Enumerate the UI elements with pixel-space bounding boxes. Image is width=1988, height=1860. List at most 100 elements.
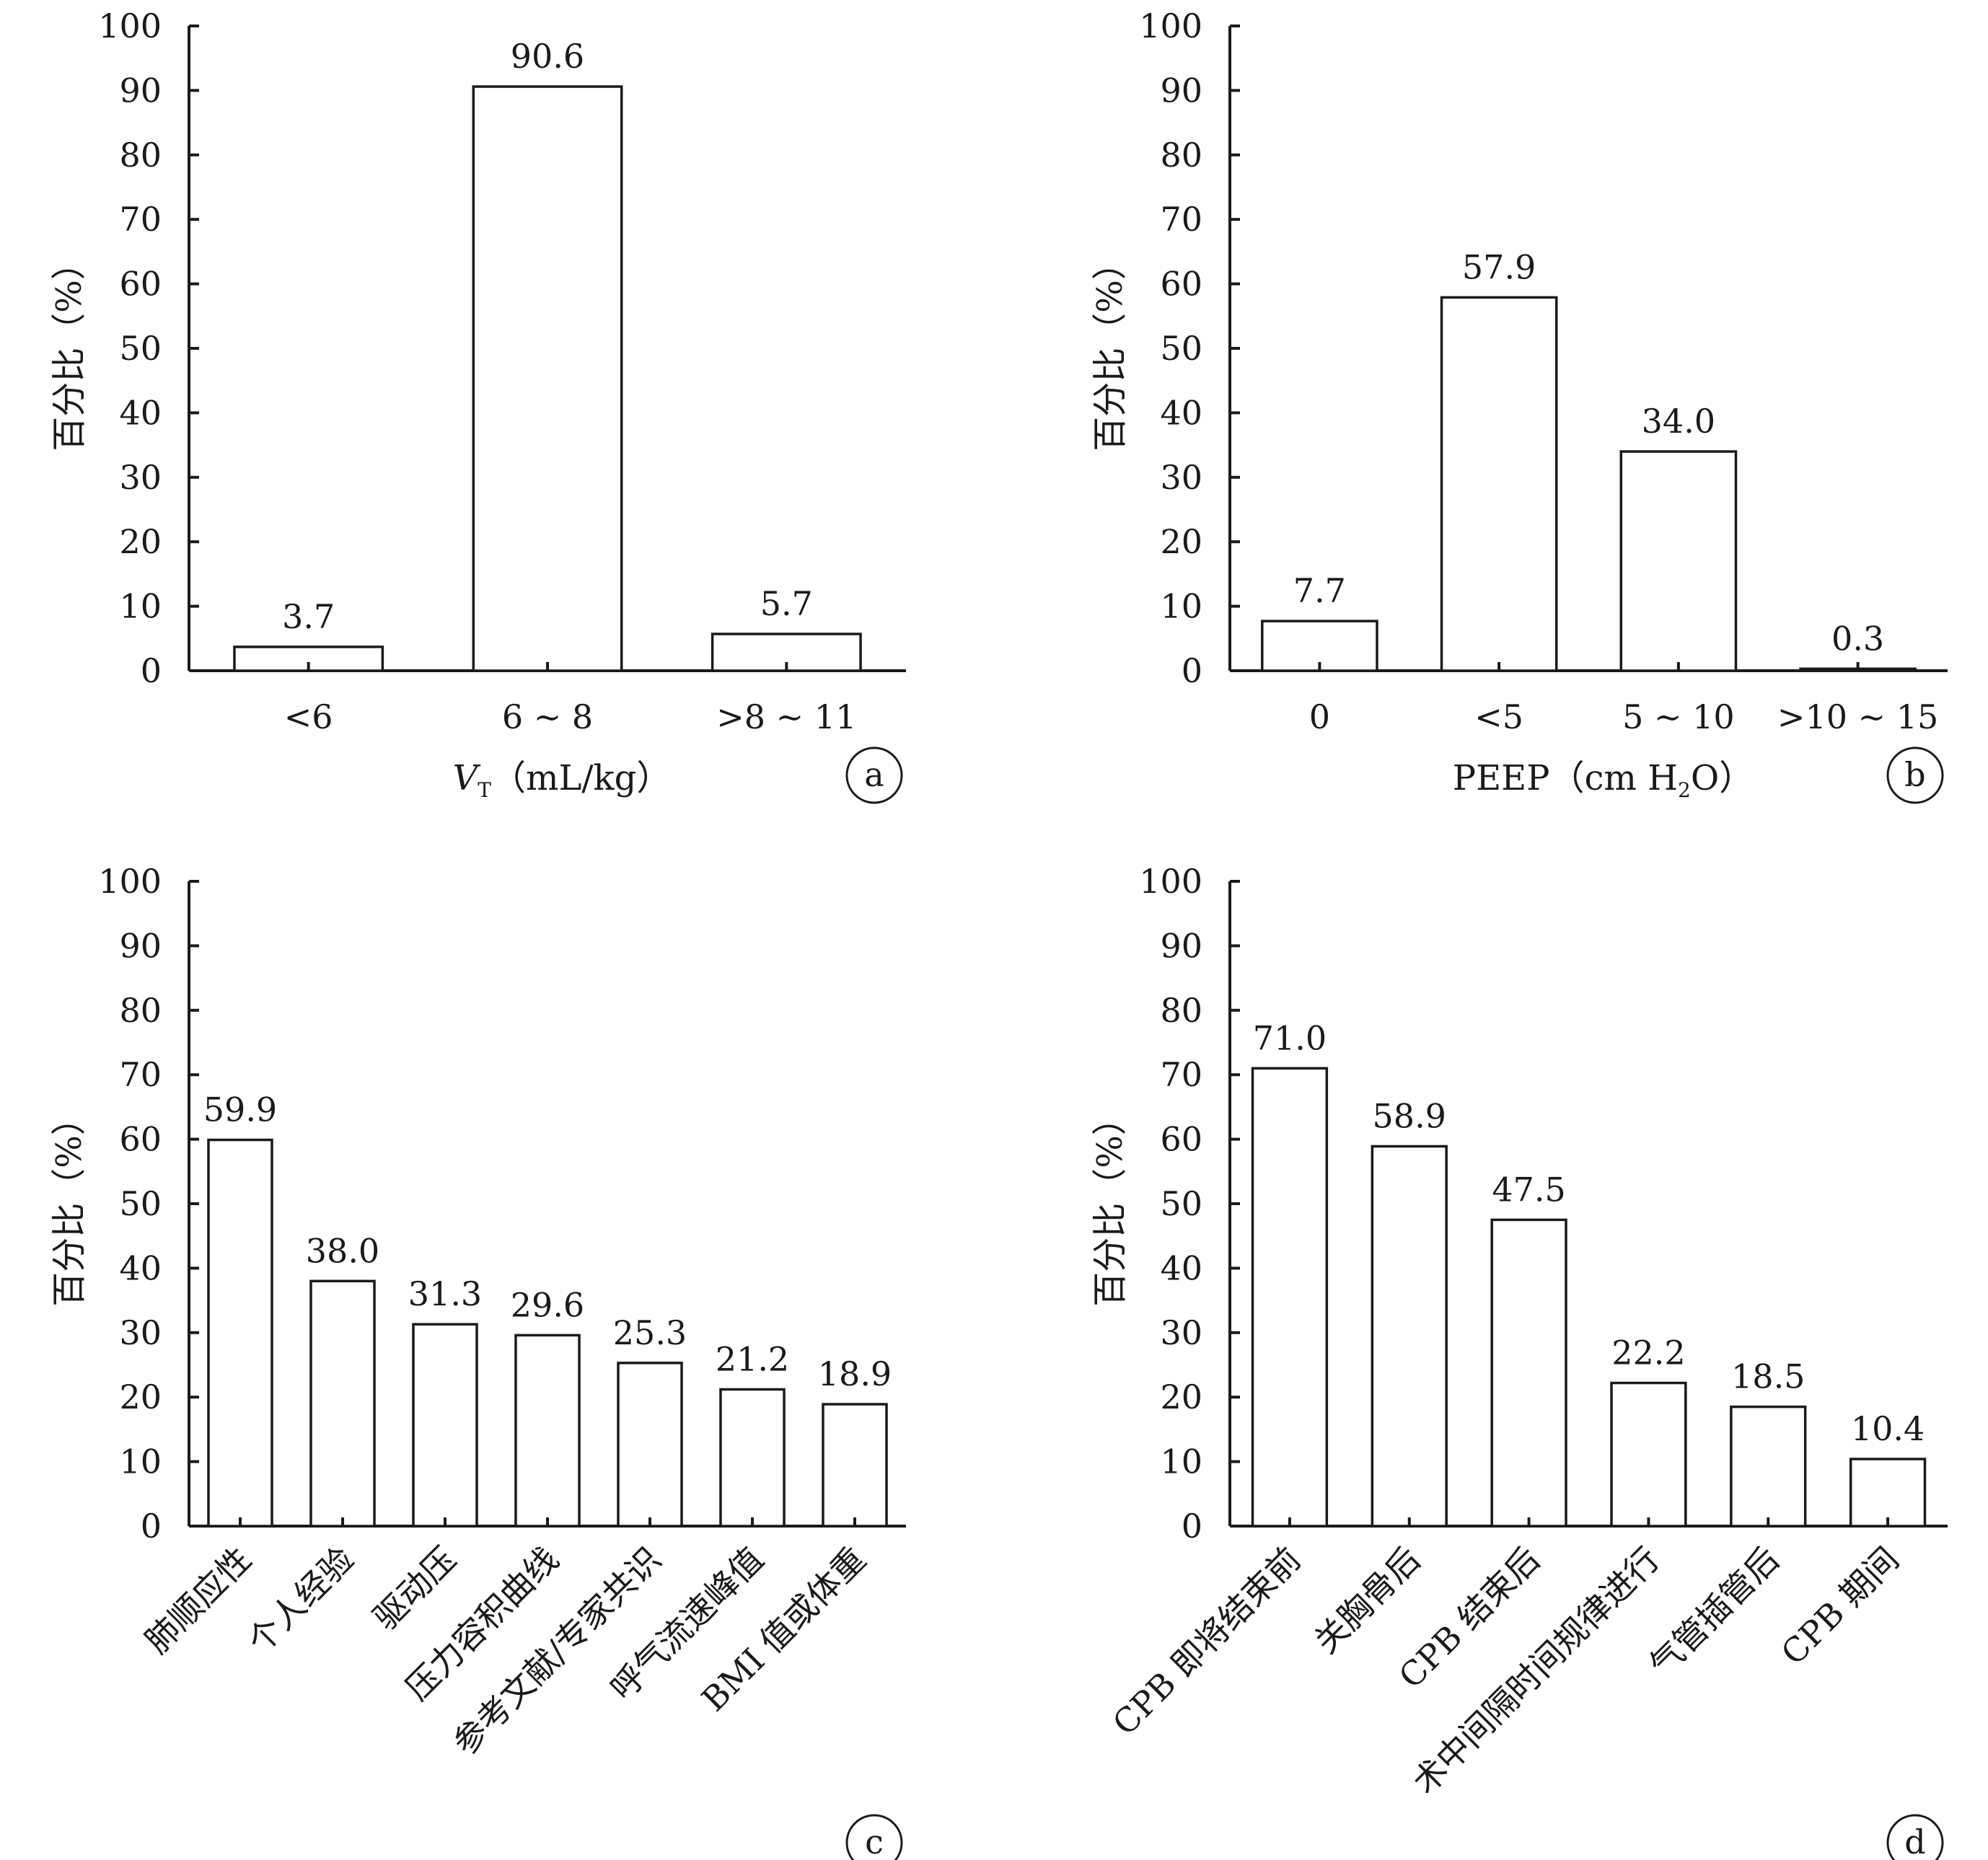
panel-letter-circle xyxy=(845,1814,903,1860)
y-tick-label: 10 xyxy=(119,587,162,626)
y-tick-label: 80 xyxy=(119,136,162,175)
y-tick-label: 60 xyxy=(119,1120,162,1159)
data-label: 3.7 xyxy=(282,597,335,636)
chart-panel-a: 0 10 20 30 40 50 60 70 80 90 100 百分比（%） 3.7 <6 90.6 6 ~… xyxy=(49,6,906,804)
bar-c-6 xyxy=(822,1403,888,1528)
chart-panel-b: 0 10 20 30 40 50 60 70 80 90 100 百分比（%） 7.7 0 57.9 <5 34… xyxy=(1090,6,1948,804)
data-label: 10.4 xyxy=(1851,1409,1925,1448)
y-tick-label: 20 xyxy=(119,1378,162,1416)
bar-c-1 xyxy=(309,1279,376,1528)
x-category-label: 驱动压 xyxy=(366,1540,464,1638)
y-tick-label: 0 xyxy=(141,1507,162,1546)
bar-c-0 xyxy=(207,1138,273,1528)
y-axis-title: 百分比（%） xyxy=(1090,245,1130,451)
x-category-label: CPB 期间 xyxy=(1774,1540,1906,1672)
bar-d-5 xyxy=(1849,1458,1927,1528)
y-tick-label: 60 xyxy=(119,265,162,304)
panel-letter: b xyxy=(1904,755,1925,794)
data-label: 25.3 xyxy=(613,1313,687,1352)
panel-letter-circle xyxy=(1886,746,1944,804)
y-tick-label: 40 xyxy=(119,393,162,432)
y-tick-label: 10 xyxy=(1160,587,1202,626)
panel-letter-circle xyxy=(845,746,903,804)
x-axis-title-text-end: O） xyxy=(1691,758,1754,798)
y-tick-label: 50 xyxy=(119,329,162,368)
y-tick-label: 70 xyxy=(119,1055,162,1094)
y-tick-label: 70 xyxy=(1160,200,1202,239)
bar-d-1 xyxy=(1371,1145,1448,1528)
data-label: 5.7 xyxy=(760,584,813,623)
data-label: 90.6 xyxy=(511,37,584,76)
y-tick-label: 80 xyxy=(1160,991,1202,1030)
y-tick-label: 60 xyxy=(1160,265,1202,304)
x-category-label: 6 ~ 8 xyxy=(502,697,593,736)
x-category-label: CPB 即将结束前 xyxy=(1105,1540,1309,1743)
y-tick-label: 50 xyxy=(119,1184,162,1223)
data-label: 7.7 xyxy=(1293,571,1346,610)
bar-d-3 xyxy=(1610,1381,1687,1528)
x-axis-title-symbol: V xyxy=(453,758,481,798)
x-category-label: 0 xyxy=(1309,697,1330,736)
y-tick-label: 90 xyxy=(119,71,162,110)
bar-c-3 xyxy=(514,1334,581,1528)
y-tick-label: 50 xyxy=(1160,329,1202,368)
x-axis-title-subscript: 2 xyxy=(1678,778,1691,802)
y-axis-title: 百分比（%） xyxy=(49,245,89,451)
panel-letter: a xyxy=(864,755,884,794)
data-label: 0.3 xyxy=(1831,619,1884,658)
data-label: 58.9 xyxy=(1373,1096,1446,1135)
data-label: 21.2 xyxy=(716,1339,789,1378)
y-tick-label: 20 xyxy=(1160,1378,1202,1416)
bar-d-2 xyxy=(1490,1218,1567,1528)
x-axis-title: PEEP（cm H2O） xyxy=(1453,758,1754,802)
y-tick-label: 80 xyxy=(1160,136,1202,175)
y-tick-label: 30 xyxy=(119,458,162,497)
y-tick-label: 100 xyxy=(1139,6,1202,45)
data-label: 22.2 xyxy=(1611,1334,1685,1372)
x-category-label: <5 xyxy=(1474,697,1523,736)
bar-b-1 xyxy=(1440,296,1558,672)
y-tick-label: 90 xyxy=(1160,71,1202,110)
bar-a-1 xyxy=(472,85,623,672)
chart-panel-d: 0 10 20 30 40 50 60 70 80 90 100 百分比（%） 71.0 CPB 即将结束… xyxy=(1090,862,1948,1860)
panel-letter: d xyxy=(1904,1822,1925,1860)
y-tick-label: 0 xyxy=(1182,1507,1202,1546)
data-label: 47.5 xyxy=(1492,1170,1565,1209)
x-category-label: >10 ~ 15 xyxy=(1777,697,1938,736)
y-tick-label: 0 xyxy=(1182,651,1202,690)
y-tick-label: 30 xyxy=(119,1313,162,1352)
data-label: 71.0 xyxy=(1253,1018,1327,1057)
y-tick-label: 10 xyxy=(119,1442,162,1481)
y-tick-label: 20 xyxy=(119,522,162,561)
y-axis-title: 百分比（%） xyxy=(49,1101,89,1307)
y-tick-label: 10 xyxy=(1160,1442,1202,1481)
x-category-label: 术中间隔时间规律进行 xyxy=(1405,1540,1667,1802)
y-tick-label: 30 xyxy=(1160,1313,1202,1352)
x-category-label: >8 ~ 11 xyxy=(716,697,856,736)
y-tick-label: 100 xyxy=(98,6,162,45)
data-label: 57.9 xyxy=(1462,247,1536,286)
y-tick-label: 0 xyxy=(141,651,162,690)
data-label: 38.0 xyxy=(306,1231,379,1270)
y-tick-label: 60 xyxy=(1160,1120,1202,1159)
y-tick-label: 70 xyxy=(119,200,162,239)
y-tick-label: 30 xyxy=(1160,458,1202,497)
x-category-label: 5 ~ 10 xyxy=(1622,697,1735,736)
y-tick-label: 40 xyxy=(119,1248,162,1287)
panel-letter: c xyxy=(865,1822,884,1860)
y-tick-label: 20 xyxy=(1160,522,1202,561)
x-axis-title: VT（mL/kg） xyxy=(453,758,672,802)
x-category-label: <6 xyxy=(284,697,333,736)
y-axis-title: 百分比（%） xyxy=(1090,1101,1130,1307)
data-label: 18.5 xyxy=(1731,1357,1805,1396)
bar-b-2 xyxy=(1619,450,1738,672)
data-label: 31.3 xyxy=(408,1274,482,1313)
x-category-label: 关胸骨后 xyxy=(1306,1540,1428,1661)
y-tick-label: 40 xyxy=(1160,393,1202,432)
data-label: 34.0 xyxy=(1642,402,1715,441)
bar-d-0 xyxy=(1251,1067,1329,1528)
y-tick-label: 70 xyxy=(1160,1055,1202,1094)
bar-c-4 xyxy=(617,1362,683,1528)
y-tick-label: 90 xyxy=(1160,926,1202,965)
